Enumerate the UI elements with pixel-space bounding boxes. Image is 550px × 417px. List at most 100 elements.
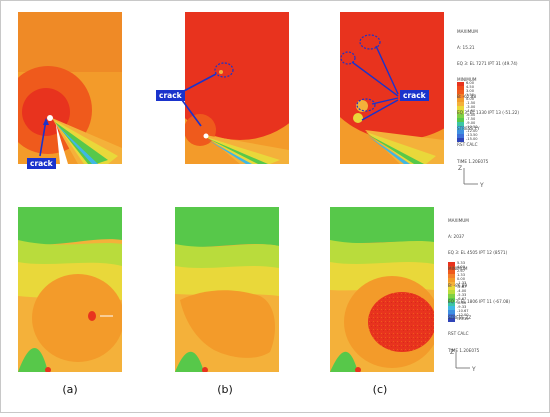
top-c-crack-arrow-1 (375, 45, 399, 95)
bottom-axis-z: Z (450, 349, 454, 356)
bottom-legend-value: -5.33 (457, 293, 467, 297)
top-a-plume-green (55, 122, 108, 164)
top-b-red-zone (185, 12, 289, 140)
top-legend-value: -9.00 (466, 121, 476, 125)
top-legend-value: -7.50 (466, 117, 476, 121)
top-a-plume-yellow (54, 120, 118, 164)
top-b-plume-yellow (206, 137, 280, 164)
top-legend-value: -6.00 (466, 113, 476, 117)
panel-label-c: (c) (372, 383, 388, 396)
top-a-crack-arrow (39, 119, 47, 157)
bottom-a-red-spot (88, 311, 96, 321)
bottom-legend-value: -12.00 (457, 313, 469, 317)
crack-label-c: crack (400, 90, 429, 101)
bottom-legend-bar (448, 262, 455, 322)
bottom-legend-value: -13.33 (457, 317, 469, 321)
top-c-plume-yellow (366, 132, 436, 164)
bottom-legend-line: TIME 1.20E075 (448, 347, 480, 353)
top-legend-line: TIME 1.20E075 (457, 158, 489, 164)
bottom-c-bottom-green (330, 351, 358, 372)
panel-top-b (185, 12, 289, 164)
bottom-c-corner-spot (355, 367, 361, 372)
top-a-crack-tip (47, 115, 53, 121)
top-legend-header: MAXIMUM A: 15.21 EQ 3: EL 7271 IPT 31 (4… (457, 18, 519, 175)
top-legend-line: MAXIMUM (457, 28, 478, 34)
bottom-b-orange-zone (180, 290, 276, 358)
bottom-legend-value: -8.00 (457, 301, 467, 305)
top-legend-value: -15.00 (466, 137, 478, 141)
top-a-upper-band (18, 12, 122, 72)
top-legend-value: -1.50 (466, 101, 476, 105)
top-legend-line: STRESS YY (457, 126, 480, 132)
top-legend-line: A: 15.21 (457, 45, 475, 51)
bottom-legend-line: EQ 3: EL 1806 IPT 11 (-67.08) (448, 298, 511, 304)
top-axis-triad (463, 168, 478, 185)
top-b-crack-circle (214, 62, 234, 78)
top-legend-value: 3.00 (466, 89, 475, 93)
bottom-legend-line: B: -86.89 (448, 282, 468, 288)
top-c-plume-green (367, 134, 424, 164)
bottom-axis-y: Y (471, 366, 476, 373)
bottom-a-orange-zone (32, 274, 122, 362)
bottom-legend-value: 2.67 (457, 269, 466, 273)
top-legend-line: RST CALC (457, 142, 478, 148)
top-c-crack-arrow-3 (371, 97, 399, 105)
bottom-legend-line: STRESS ZZ (448, 315, 472, 321)
bottom-legend-value: -6.67 (457, 297, 467, 301)
bottom-c-green-band (330, 207, 434, 244)
top-b-plume-green (207, 138, 268, 164)
top-b-crack-spot (219, 70, 223, 74)
bottom-b-yellowgreen-band (175, 244, 279, 272)
top-legend-value: -12.00 (466, 129, 478, 133)
panel-label-a: (a) (62, 383, 78, 396)
bottom-legend-value: -4.00 (457, 289, 467, 293)
top-b-plume-cyan (208, 140, 252, 164)
bottom-legend-line: A: 2037 (448, 234, 465, 240)
bottom-c-yellowgreen-band (330, 240, 434, 268)
bottom-legend-header: MAXIMUM A: 2037 EQ 3: EL 4505 IPT 12 (85… (448, 207, 510, 364)
top-a-plume-cyan (56, 124, 98, 164)
top-legend-values: 6.00 4.50 3.00 1.50 0.00 -1.50 -3.00 -4.… (466, 81, 478, 141)
crack-label-b: crack (156, 90, 185, 101)
bottom-b-yellow-band (175, 266, 279, 296)
panel-bottom-b (175, 207, 279, 372)
top-a-crack-arrowhead (43, 118, 49, 125)
bottom-b-bottom-green (175, 351, 204, 372)
bottom-legend-value: 4.00 (457, 265, 466, 269)
top-legend-line: B: -62.88 (457, 93, 477, 99)
top-legend-value: -3.00 (466, 105, 476, 109)
bottom-legend-value: -1.33 (457, 281, 467, 285)
bottom-legend-value: 0.00 (457, 277, 466, 281)
top-axis-y: Y (479, 182, 484, 189)
panel-label-b: (b) (217, 383, 233, 396)
top-c-plume-cyan (368, 136, 410, 164)
bottom-b-green-band (175, 207, 279, 247)
top-a-crack-white (56, 124, 68, 164)
top-legend-value: -4.50 (466, 109, 476, 113)
top-c-crack-arrow-2 (351, 61, 399, 97)
bottom-legend-value: 5.33 (457, 261, 466, 265)
top-legend-value: -13.50 (466, 133, 478, 137)
bottom-c-red-zone (368, 292, 434, 352)
bottom-a-yellowgreen-band (18, 240, 122, 270)
bottom-axis-triad (455, 352, 470, 369)
top-c-crack-circle-2 (340, 51, 356, 65)
bottom-legend-value: -2.67 (457, 285, 467, 289)
top-b-crack-arrow-2 (181, 99, 202, 127)
top-axis-z: Z (458, 165, 462, 172)
top-b-notch-zone (185, 114, 216, 146)
top-legend-bar (457, 82, 464, 142)
bottom-legend-line: EQ 3: EL 4505 IPT 12 (8571) (448, 250, 508, 256)
bottom-a-bottom-green (18, 348, 48, 372)
panel-top-c (340, 12, 444, 164)
top-legend-line: EQ 3: EL 1330 IPT 13 (-51.22) (457, 109, 520, 115)
top-c-crack-arrow-4 (361, 99, 399, 121)
bottom-legend-value: -9.33 (457, 305, 467, 309)
crack-label-a: crack (27, 158, 56, 169)
top-b-crack-tip (203, 133, 209, 139)
panel-top-a (18, 12, 122, 164)
top-c-crack-circle-1 (359, 34, 381, 50)
top-c-crack-circle-3 (356, 98, 376, 112)
panel-bottom-c (330, 207, 434, 372)
